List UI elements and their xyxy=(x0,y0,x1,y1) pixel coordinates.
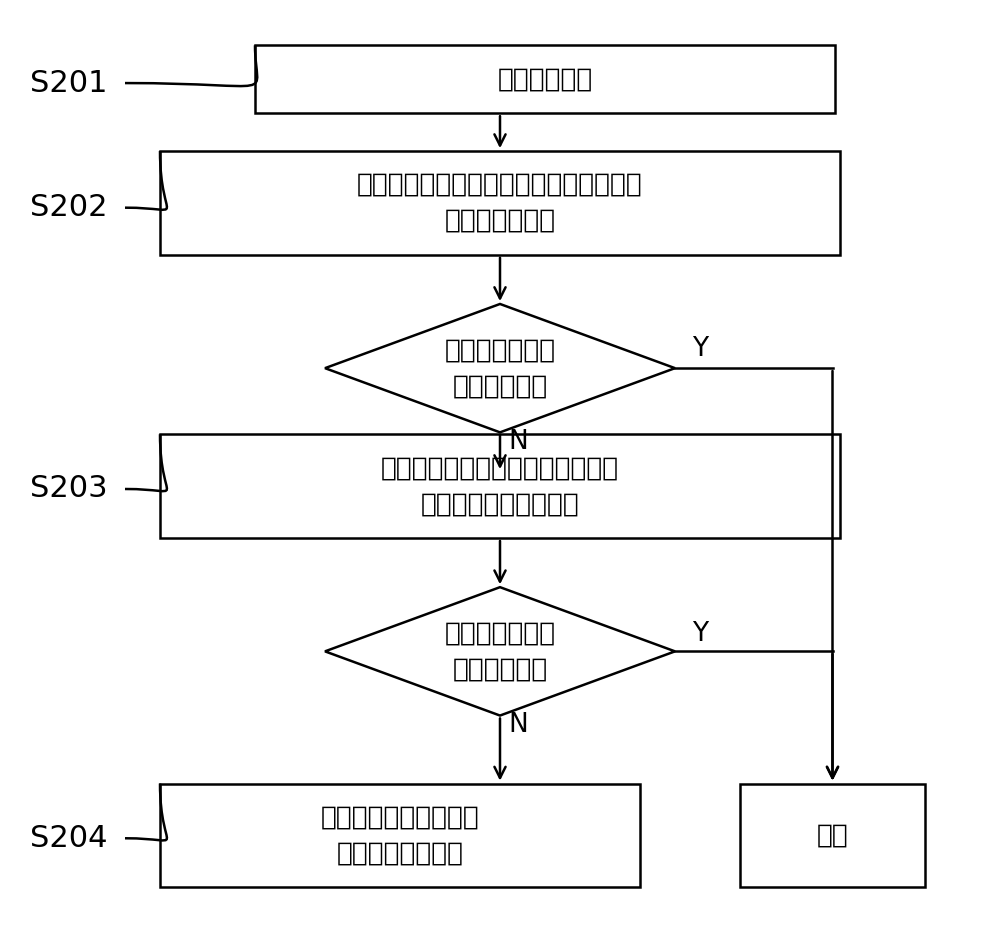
Text: N: N xyxy=(508,429,528,455)
Text: N: N xyxy=(508,712,528,738)
Text: S204: S204 xyxy=(30,824,108,852)
FancyBboxPatch shape xyxy=(160,434,840,538)
FancyBboxPatch shape xyxy=(160,151,840,255)
Polygon shape xyxy=(325,587,675,716)
Text: Y: Y xyxy=(692,336,708,362)
Text: Y: Y xyxy=(692,621,708,648)
Text: 將所述呼叫話務路由至
所述第二基地平台: 將所述呼叫話務路由至 所述第二基地平台 xyxy=(321,804,479,867)
FancyBboxPatch shape xyxy=(160,784,640,887)
Text: S201: S201 xyxy=(30,69,108,97)
Text: S202: S202 xyxy=(30,194,108,222)
Text: 將所述呼叫話務路由至所述第一基
地平台的第二呼叫平台: 將所述呼叫話務路由至所述第一基 地平台的第二呼叫平台 xyxy=(381,455,619,517)
Text: 路由至所述第一
呼叫平台成功: 路由至所述第一 呼叫平台成功 xyxy=(444,337,556,399)
Polygon shape xyxy=(325,304,675,432)
Text: S203: S203 xyxy=(30,475,108,503)
FancyBboxPatch shape xyxy=(740,784,925,887)
Text: 結束: 結束 xyxy=(817,822,848,849)
FancyBboxPatch shape xyxy=(255,45,835,113)
Text: 接收呼叫話務: 接收呼叫話務 xyxy=(497,66,593,93)
Text: 將所述呼叫話務路由至所述第一基地平台
的第一呼叫平台: 將所述呼叫話務路由至所述第一基地平台 的第一呼叫平台 xyxy=(357,172,643,234)
Text: 路由至所述第二
呼叫平台成功: 路由至所述第二 呼叫平台成功 xyxy=(444,620,556,683)
